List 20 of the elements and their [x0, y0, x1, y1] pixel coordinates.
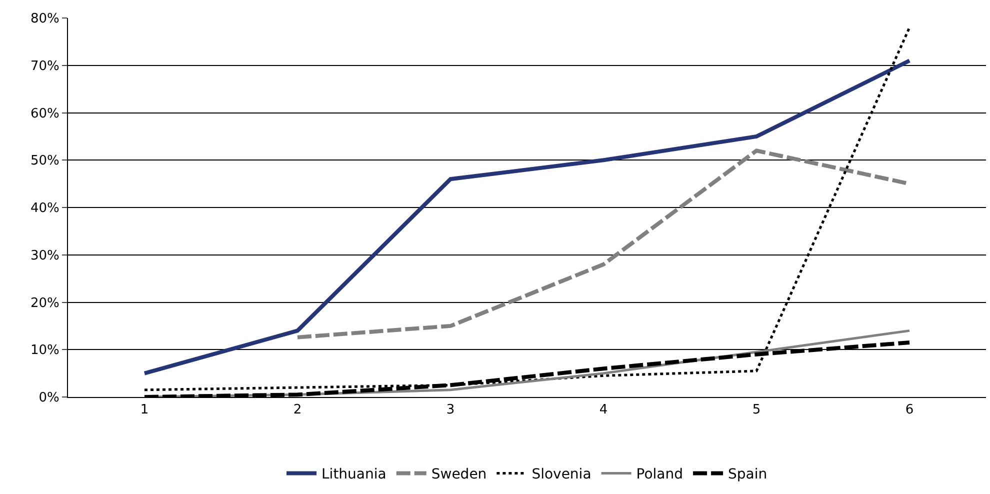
legend-label: Slovenia — [532, 466, 592, 483]
legend-label: Lithuania — [322, 466, 386, 483]
x-tick-label: 5 — [752, 402, 761, 418]
y-tick-label: 20% — [30, 296, 60, 311]
y-tick-label: 40% — [30, 201, 60, 216]
y-tick-label: 70% — [30, 58, 60, 74]
y-tick-label: 50% — [30, 154, 60, 169]
x-tick-label: 6 — [905, 402, 914, 418]
x-tick-label: 3 — [446, 402, 455, 418]
legend-label: Spain — [728, 466, 768, 483]
y-tick-label: 60% — [30, 106, 60, 122]
y-tick-label: 30% — [30, 248, 60, 264]
legend-label: Sweden — [431, 466, 487, 483]
x-tick-label: 1 — [140, 402, 149, 418]
legend-label: Poland — [636, 466, 684, 483]
x-tick-label: 2 — [293, 402, 302, 418]
y-tick-label: 0% — [38, 390, 60, 406]
y-tick-label: 10% — [30, 343, 60, 358]
y-tick-label: 80% — [30, 12, 60, 27]
x-tick-label: 4 — [599, 402, 608, 418]
